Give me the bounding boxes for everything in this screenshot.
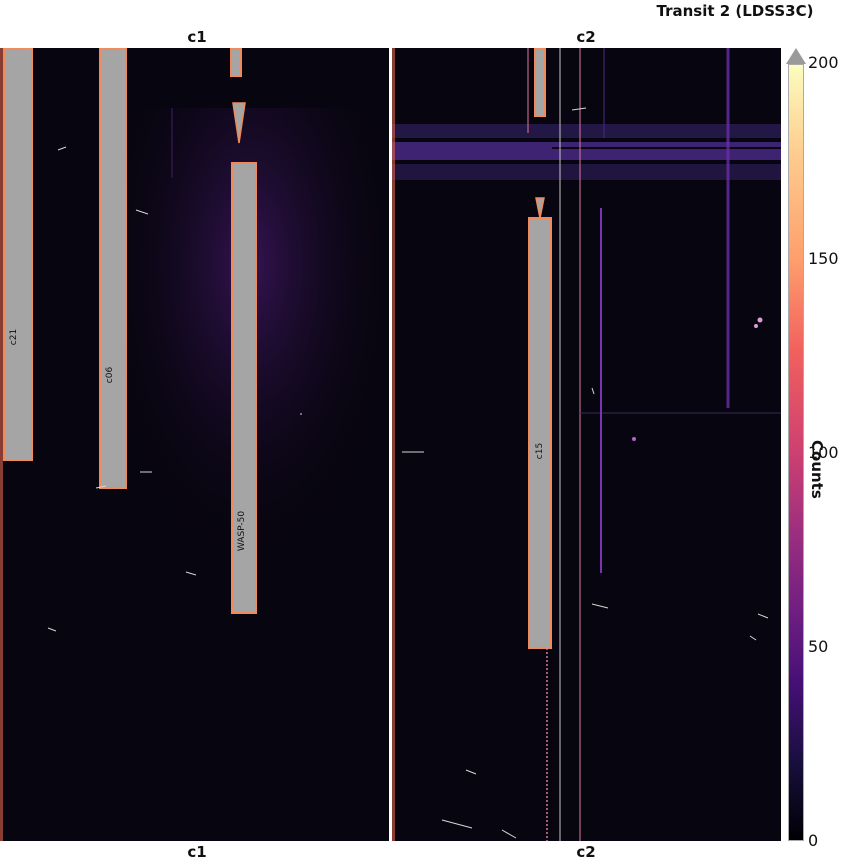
colorbar — [788, 64, 804, 841]
spectral-traces — [0, 48, 257, 841]
spectral-traces — [392, 48, 781, 841]
panel-label-c1-top: c1 — [187, 28, 207, 46]
ccd-image-c1 — [0, 48, 380, 841]
ccd-panel-c2: c15 — [392, 48, 781, 841]
cosmic-rays — [402, 107, 769, 839]
colorbar-tick-200: 200 — [808, 53, 839, 72]
panel-label-c1-bottom: c1 — [187, 843, 207, 861]
object-label-c06: c06 — [105, 366, 116, 384]
colorbar-tick-100: 100 — [808, 443, 839, 462]
object-label-c21: c21 — [9, 328, 20, 346]
panel-label-c2-bottom: c2 — [576, 843, 596, 861]
horizontal-bands — [392, 124, 781, 180]
panel-label-c2-top: c2 — [576, 28, 596, 46]
object-label-c15: c15 — [535, 442, 546, 460]
colorbar-extend-arrow — [786, 48, 806, 64]
colorbar-label: Counts — [808, 440, 826, 499]
ccd-image-c2 — [392, 48, 781, 841]
cosmic-rays — [47, 146, 302, 632]
colorbar-tick-0: 0 — [808, 831, 819, 850]
colorbar-tick-150: 150 — [808, 249, 839, 268]
colorbar-tick-50: 50 — [808, 637, 829, 656]
ccd-panel-c1: c21 c06 WASP-50 — [0, 48, 389, 841]
figure-title: Transit 2 (LDSS3C) — [656, 2, 814, 20]
object-label-wasp50: WASP-50 — [237, 510, 248, 552]
